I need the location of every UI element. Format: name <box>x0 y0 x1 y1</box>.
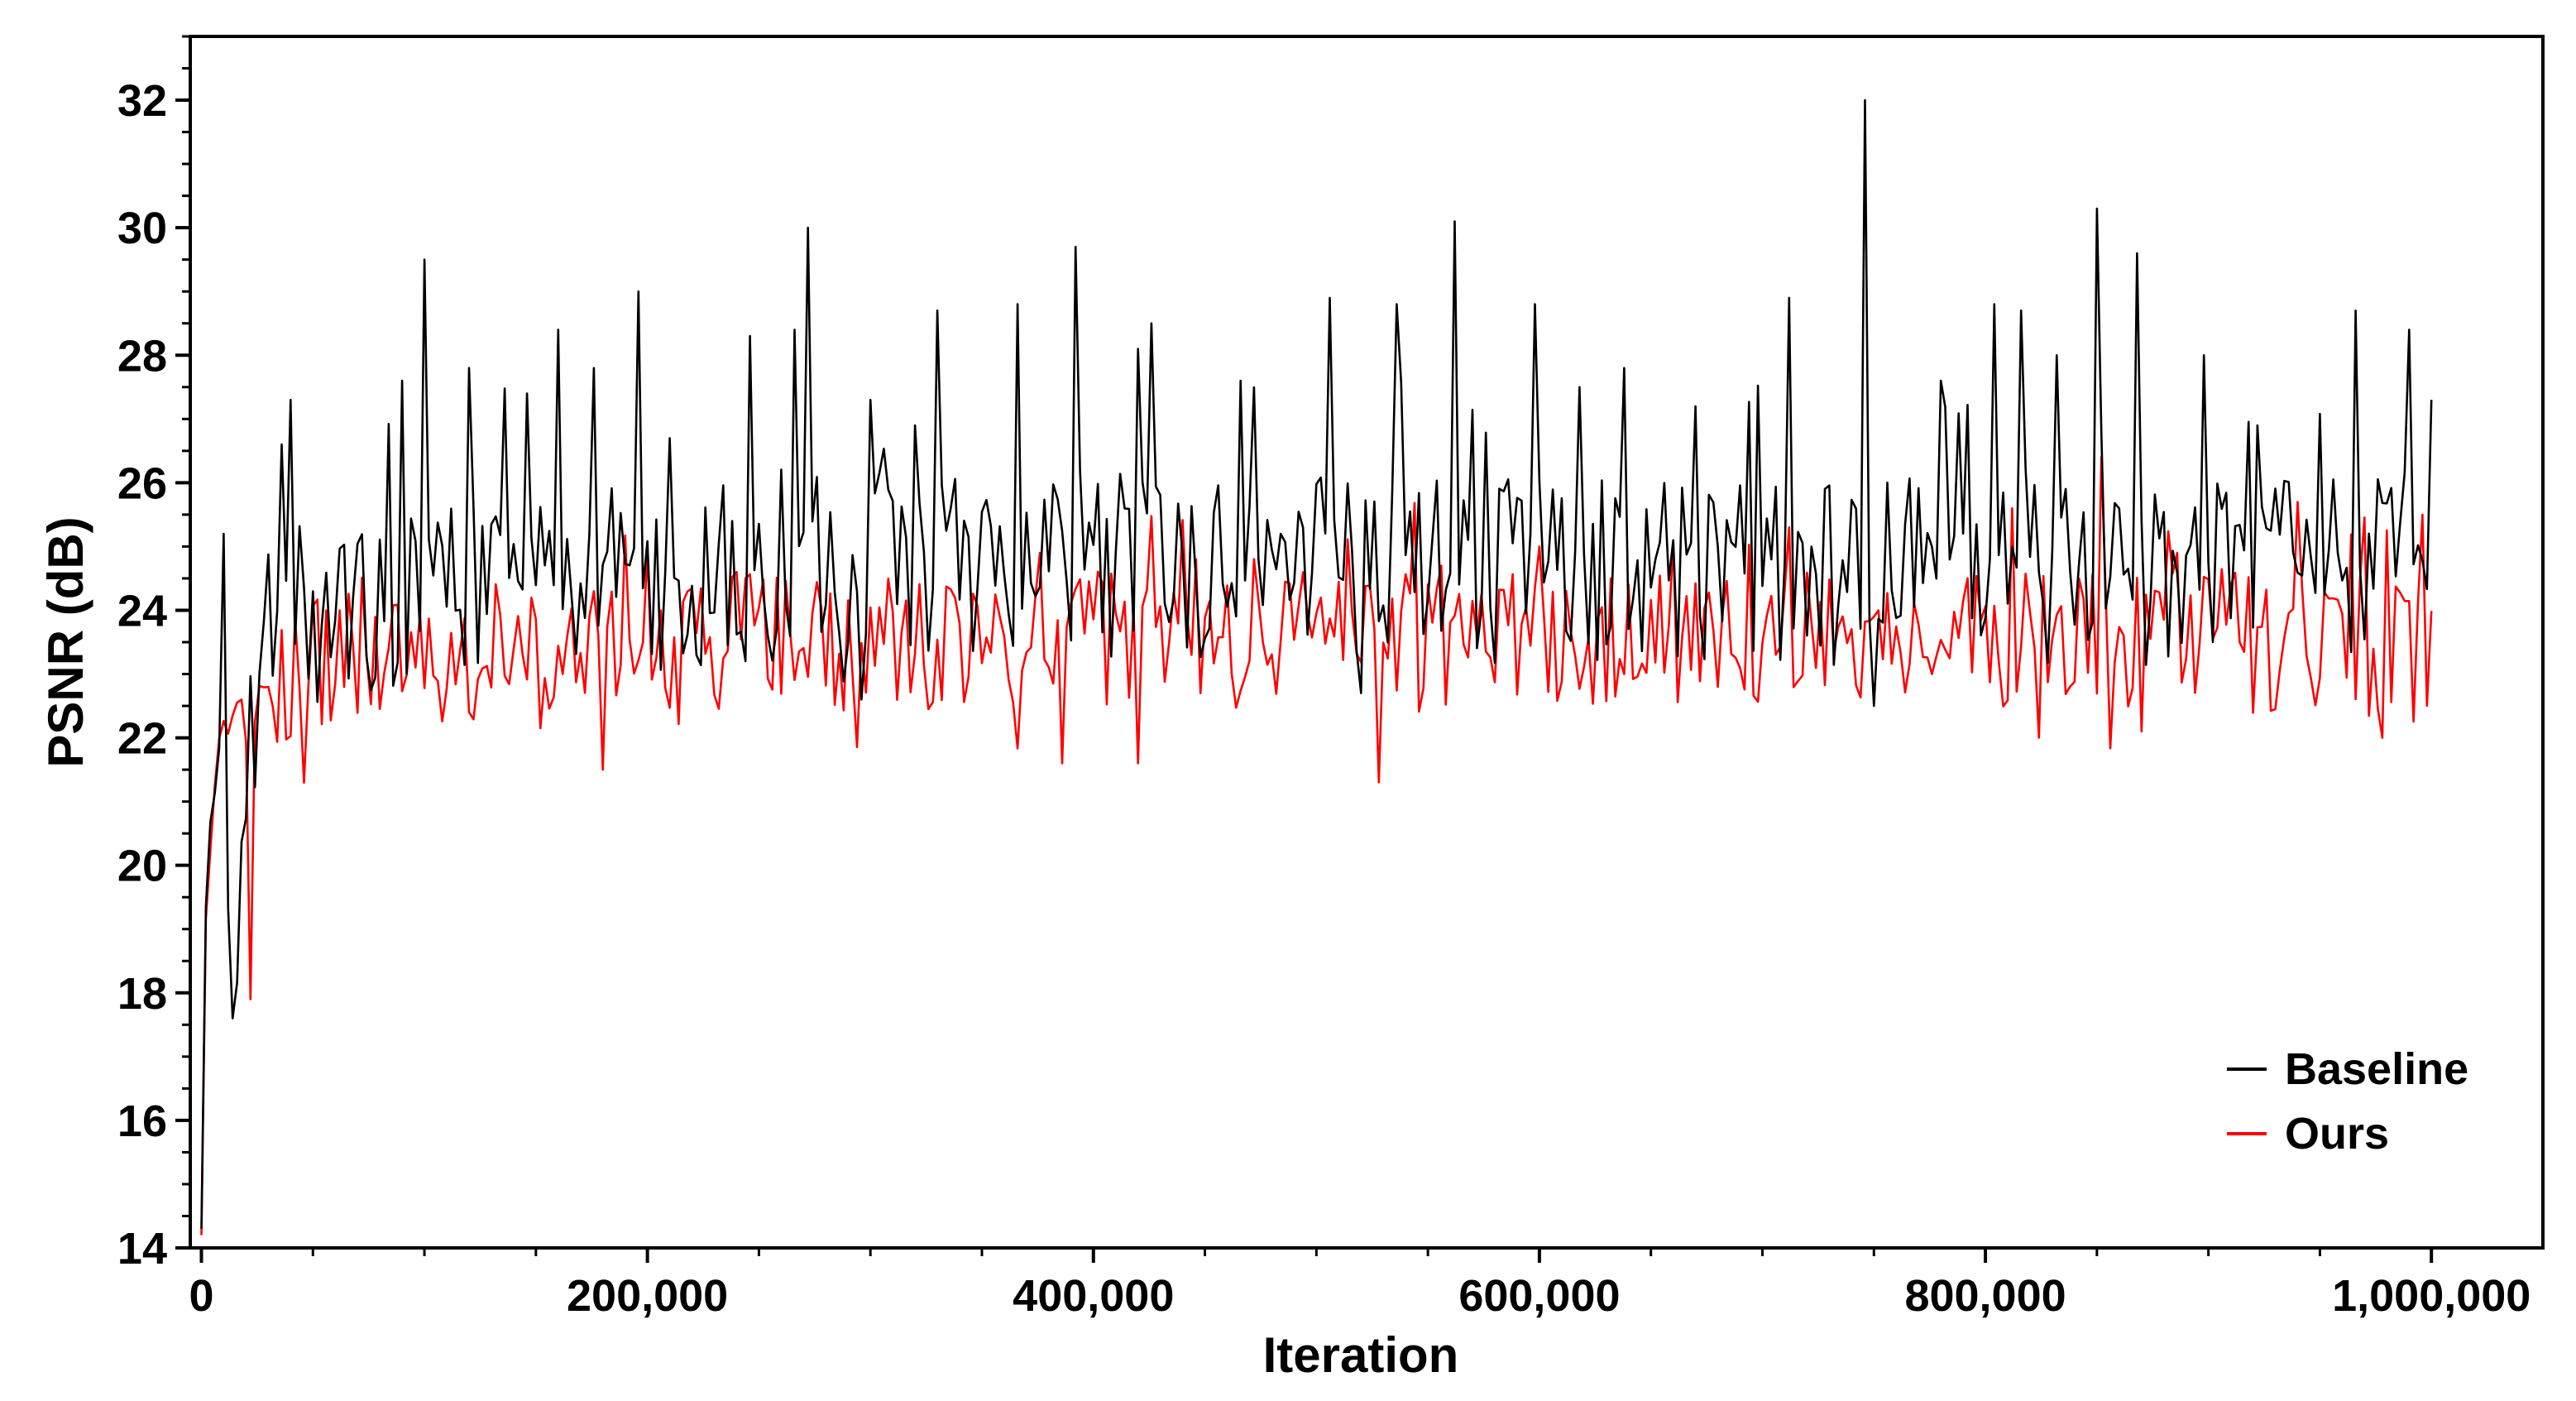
series-line-ours <box>200 456 2433 1235</box>
legend-label-baseline: Baseline <box>2285 1044 2468 1094</box>
legend: Baseline Ours <box>2227 1044 2468 1159</box>
legend-label-ours: Ours <box>2285 1109 2389 1159</box>
y-tick-label: 16 <box>117 1096 167 1146</box>
y-tick-label: 28 <box>117 331 167 381</box>
x-tick-label: 200,000 <box>567 1271 728 1321</box>
series-layer <box>200 98 2433 1235</box>
x-tick-label: 600,000 <box>1458 1271 1620 1321</box>
y-tick-label: 30 <box>117 204 167 253</box>
tick-layer: 0 200,000 400,000 600,000 800,000 1,000,000 14… <box>117 35 2531 1321</box>
y-tick-label: 32 <box>117 76 167 126</box>
y-axis-label: PSNR (dB) <box>38 516 93 767</box>
x-tick-label: 0 <box>189 1271 213 1321</box>
x-tick-label: 1,000,000 <box>2332 1271 2531 1321</box>
y-tick-label: 26 <box>117 458 167 508</box>
y-tick-label: 20 <box>117 842 167 891</box>
y-tick-label: 22 <box>117 714 167 764</box>
y-tick-label: 24 <box>117 586 167 636</box>
series-line-baseline <box>200 98 2433 1229</box>
x-tick-label: 400,000 <box>1013 1271 1174 1321</box>
y-tick-label: 18 <box>117 969 167 1019</box>
x-tick-label: 800,000 <box>1904 1271 2066 1321</box>
x-axis-label: Iteration <box>1263 1327 1459 1383</box>
y-tick-label: 14 <box>117 1224 167 1274</box>
